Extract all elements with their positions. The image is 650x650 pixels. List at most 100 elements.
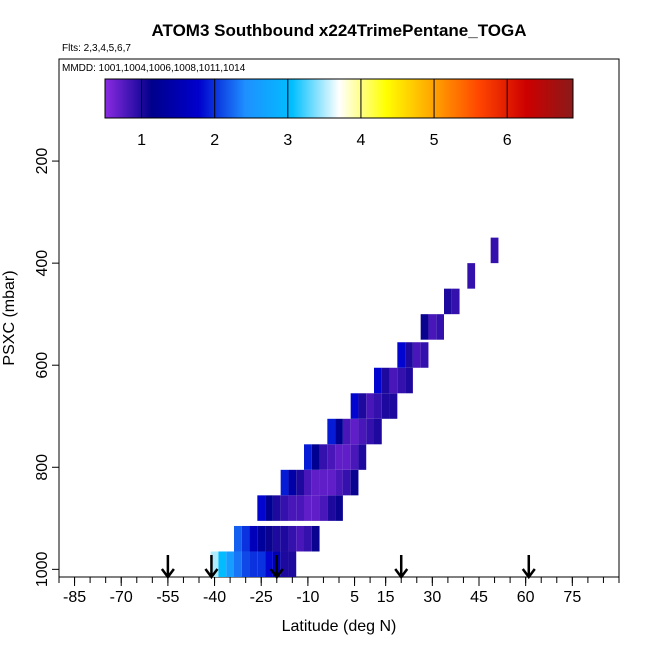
heatmap-cell <box>288 551 297 577</box>
heatmap-cell <box>296 495 304 521</box>
flights-subtitle: Flts: 2,3,4,5,6,7 <box>62 43 131 54</box>
heatmap-cell <box>327 418 336 445</box>
y-tick-label: 200 <box>34 148 51 175</box>
heatmap-cell <box>436 314 444 340</box>
heatmap-cell <box>288 525 297 552</box>
heatmap-cell <box>342 418 351 445</box>
heatmap-cell <box>280 495 289 521</box>
colorbar-tick-label: 6 <box>503 132 512 149</box>
heatmap-cell <box>327 495 336 521</box>
heatmap-cell <box>304 525 312 552</box>
heatmap-cell <box>257 525 266 552</box>
heatmap-cell <box>366 418 374 445</box>
heatmap-cell <box>234 525 242 552</box>
heatmap-cell <box>234 551 242 577</box>
heatmap-cell <box>381 393 390 419</box>
heatmap-cell <box>389 393 398 419</box>
heatmap-cell <box>241 525 250 552</box>
x-tick-label: -85 <box>63 589 86 606</box>
heatmap-cell <box>296 469 304 496</box>
colorbar: 1 2 3 4 5 6 <box>104 78 574 149</box>
heatmap-cell <box>280 525 289 552</box>
down-arrow-icon <box>521 555 536 580</box>
down-arrow-icon <box>160 555 175 580</box>
heatmap-cell <box>358 393 367 419</box>
x-axis: -85 -70 -55 -40 -25 -10 5 15 30 45 60 75 <box>58 577 620 606</box>
heatmap-cell <box>342 469 351 496</box>
down-arrow-icon <box>394 555 409 580</box>
heatmap-cell <box>420 314 429 340</box>
heatmap-cell <box>350 418 359 445</box>
heatmap-cell <box>327 444 336 470</box>
colorbar-tick-label: 3 <box>283 132 292 149</box>
colorbar-bar <box>104 78 574 119</box>
heatmap-cell <box>210 551 219 577</box>
heatmap-cell <box>405 342 413 368</box>
heatmap-cell <box>366 393 374 419</box>
y-tick-label: 600 <box>34 352 51 379</box>
colorbar-tick-label: 5 <box>430 132 439 149</box>
down-arrow-icon <box>269 555 284 580</box>
heatmap-cell <box>335 495 343 521</box>
dates-note: MMDD: 1001,1004,1006,1008,1011,1014 <box>62 63 246 74</box>
heatmap-cell <box>335 418 343 445</box>
heatmap-cell <box>249 551 258 577</box>
x-tick-label: -10 <box>296 589 319 606</box>
chart-title: ATOM3 Southbound x224TrimePentane_TOGA <box>151 21 526 40</box>
colorbar-tick-label: 4 <box>356 132 365 149</box>
flight-arrows <box>160 555 536 580</box>
heatmap-cell <box>358 418 367 445</box>
heatmap-cell <box>304 495 312 521</box>
x-tick-label: 5 <box>350 589 359 606</box>
heatmap-cell <box>374 367 382 394</box>
y-axis-label: PSXC (mbar) <box>1 270 18 365</box>
heatmap-cell <box>335 444 343 470</box>
heatmap-cell <box>272 495 281 521</box>
heatmap-cell <box>265 551 273 577</box>
heatmap-cell <box>319 495 328 521</box>
heatmap-cell <box>296 525 304 552</box>
heatmap-cell <box>389 367 398 394</box>
heatmap-cell <box>428 314 437 340</box>
down-arrow-icon <box>204 555 219 580</box>
heatmap-cell <box>350 444 359 470</box>
heatmap-cell <box>342 444 351 470</box>
heatmap-cell <box>280 469 289 496</box>
heatmap-cell <box>374 393 382 419</box>
heatmap-cell <box>304 444 312 470</box>
heatmap-cell <box>311 525 320 552</box>
x-tick-label: -25 <box>250 589 273 606</box>
heatmap-cell <box>490 237 499 264</box>
heatmap-cell <box>288 495 297 521</box>
heatmap-cell <box>272 525 281 552</box>
heatmap-cell <box>381 367 390 394</box>
heatmap-cell <box>257 495 266 521</box>
heatmap-cell <box>420 342 429 368</box>
heatmap-cell <box>288 469 297 496</box>
y-tick-label: 1000 <box>34 551 51 587</box>
y-axis: 200 400 600 800 1000 <box>34 148 59 587</box>
heatmap-cell <box>265 495 273 521</box>
x-tick-label: 45 <box>470 589 488 606</box>
x-tick-label: 30 <box>423 589 441 606</box>
y-tick-label: 400 <box>34 250 51 277</box>
heatmap-cell <box>311 469 320 496</box>
heatmap-cell <box>257 551 266 577</box>
x-tick-label: -55 <box>156 589 179 606</box>
heatmap-cell <box>319 444 328 470</box>
heatmap-cell <box>467 263 476 289</box>
x-tick-label: 60 <box>517 589 535 606</box>
x-tick-label: 15 <box>377 589 395 606</box>
heatmap-cell <box>327 469 336 496</box>
x-tick-label: -70 <box>110 589 133 606</box>
heatmap-cell <box>249 525 258 552</box>
colorbar-tick-label: 2 <box>210 132 219 149</box>
heatmap-cell <box>358 444 367 470</box>
heatmap-cell <box>311 444 320 470</box>
heatmap-cells <box>210 237 499 577</box>
x-tick-label: 75 <box>563 589 581 606</box>
heatmap-cell <box>405 367 413 394</box>
heatmap-cell <box>412 342 421 368</box>
heatmap-cell <box>350 469 359 496</box>
